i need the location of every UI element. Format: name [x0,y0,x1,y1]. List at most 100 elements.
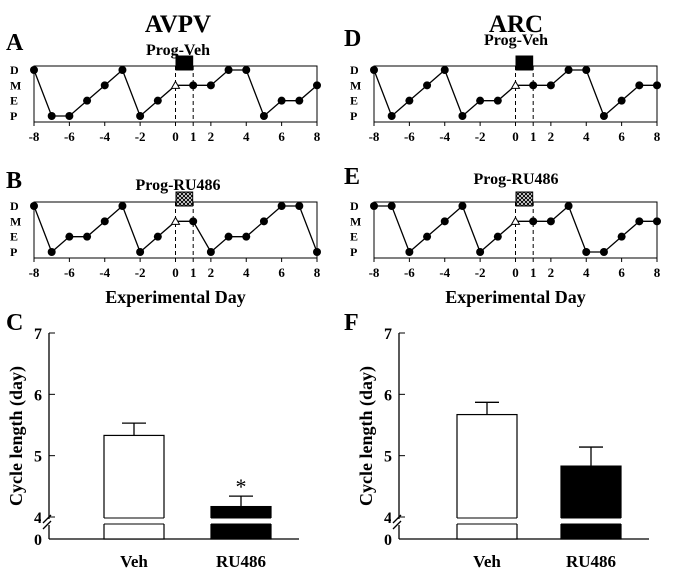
x-tick-label: 0 [172,265,179,280]
state-label: P [350,245,357,259]
data-point [65,112,74,120]
data-point [189,217,198,226]
data-point [564,202,573,210]
data-point [30,202,38,210]
data-point [118,66,127,74]
data-point [493,232,502,241]
panel-title: Prog-Veh [484,32,548,49]
category-label: Veh [473,552,501,571]
data-point [387,112,396,120]
data-point [30,66,38,74]
axis-break-mark [392,514,402,524]
panel-letter: F [344,310,359,336]
data-point [313,248,321,256]
data-point [224,232,233,241]
state-label: D [10,199,19,213]
y-tick-label: 6 [384,387,392,404]
y-tick-label: 4 [34,510,42,527]
state-label: D [10,63,19,77]
data-point [440,217,449,226]
data-point [277,202,286,210]
x-tick-label: -6 [404,265,415,280]
y-axis-label: Cycle length (day) [6,366,27,506]
state-label: P [10,109,17,123]
data-point [617,96,626,105]
data-point [153,232,162,241]
significance-marker: * [236,474,247,499]
data-point [458,112,467,120]
x-tick-label: 8 [314,265,321,280]
x-tick-label: -4 [439,265,450,280]
data-point [189,81,198,90]
data-point [153,96,162,105]
x-axis-label: Experimental Day [445,287,585,307]
data-point [582,248,591,256]
data-point [277,96,286,105]
data-point [405,248,414,256]
x-tick-label: 4 [583,129,590,144]
x-tick-label: 1 [530,265,537,280]
x-tick-label: 4 [243,129,250,144]
state-label: M [10,214,21,228]
axis-break-mark [42,520,52,530]
data-point [295,96,304,105]
data-point [510,80,521,89]
panel-letter: D [344,26,361,52]
x-tick-label: 4 [583,265,590,280]
y-tick-label: 6 [34,387,42,404]
data-point [476,96,485,105]
x-tick-label: 4 [243,265,250,280]
x-tick-label: 1 [190,265,197,280]
bar-break-gap [103,518,165,524]
data-point [100,81,109,90]
data-point [47,112,56,120]
state-label: M [350,78,361,92]
x-tick-label: -6 [64,129,75,144]
x-tick-label: -6 [64,265,75,280]
treatment-marker [175,55,194,71]
state-label: E [350,230,358,244]
data-point [224,66,233,74]
data-point [458,202,467,210]
data-point [242,66,251,74]
column-heading: ARC [489,11,543,38]
state-label: M [10,78,21,92]
state-label: D [350,199,359,213]
x-tick-label: 0 [512,129,519,144]
data-point [653,81,661,90]
category-label: RU486 [216,552,266,571]
state-label: E [10,230,18,244]
x-tick-label: -8 [29,265,40,280]
data-point [617,232,626,241]
bar-break-gap [210,518,272,524]
data-point [206,81,215,90]
data-point [423,81,432,90]
x-axis-label: Experimental Day [105,287,245,307]
axis-break-mark [392,520,402,530]
x-tick-label: -6 [404,129,415,144]
data-point [370,66,378,74]
x-tick-label: -4 [439,129,450,144]
data-point [259,217,268,226]
panel-title: Prog-RU486 [135,177,220,194]
data-point [564,66,573,74]
y-tick-label: 5 [384,449,392,466]
data-point [423,232,432,241]
data-point [295,202,304,210]
treatment-marker [515,55,534,71]
x-tick-label: 8 [314,129,321,144]
treatment-marker [175,191,194,207]
x-tick-label: 2 [208,265,215,280]
x-tick-label: 6 [618,129,625,144]
x-tick-label: -8 [29,129,40,144]
axis-break-gap [41,519,57,525]
column-heading: AVPV [145,11,211,38]
x-tick-label: -2 [475,265,486,280]
state-label: P [350,109,357,123]
category-label: Veh [120,552,148,571]
x-tick-label: 2 [208,129,215,144]
x-tick-label: -4 [99,265,110,280]
data-point [259,112,268,120]
data-point [100,217,109,226]
data-point [476,248,485,256]
